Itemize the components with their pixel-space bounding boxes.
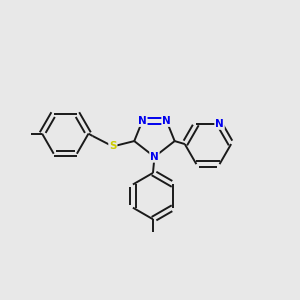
Text: N: N xyxy=(215,119,224,129)
Text: N: N xyxy=(150,152,159,162)
Text: N: N xyxy=(162,116,171,126)
Text: S: S xyxy=(109,141,117,152)
Text: N: N xyxy=(138,116,147,126)
